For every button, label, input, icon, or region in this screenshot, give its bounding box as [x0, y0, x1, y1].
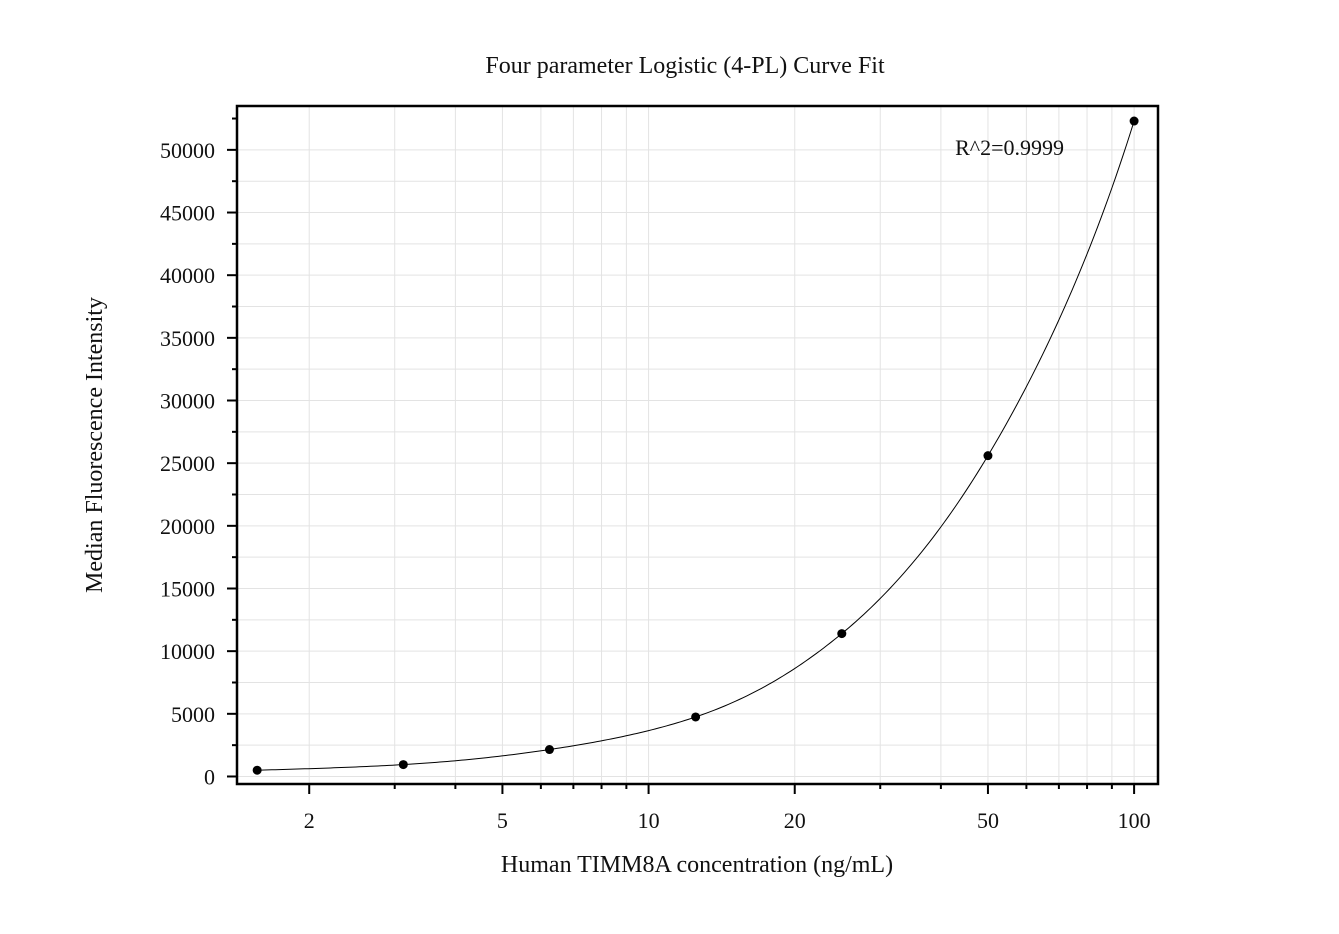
data-point [691, 712, 701, 722]
r-squared-annotation: R^2=0.9999 [955, 135, 1064, 160]
x-tick-label: 2 [304, 808, 315, 833]
x-axis: 2 5 10 20 50 100 [304, 784, 1151, 833]
plot-frame [235, 104, 1160, 786]
data-points [252, 116, 1139, 775]
y-tick-label: 10000 [160, 639, 215, 664]
x-tick-label: 20 [784, 808, 806, 833]
x-tick-label: 5 [497, 808, 508, 833]
data-point [252, 765, 262, 775]
fit-curve [257, 120, 1135, 771]
x-axis-label: Human TIMM8A concentration (ng/mL) [501, 852, 893, 878]
y-axis: 0 5000 10000 15000 20000 25000 30000 35000 40000… [160, 117, 237, 789]
data-point [837, 629, 847, 639]
data-point [398, 760, 408, 770]
x-tick-label: 10 [638, 808, 660, 833]
y-tick-label: 25000 [160, 451, 215, 476]
y-tick-label: 15000 [160, 576, 215, 601]
x-tick-label: 100 [1118, 808, 1151, 833]
y-tick-label: 45000 [160, 201, 215, 226]
y-tick-label: 40000 [160, 263, 215, 288]
x-tick-label: 50 [977, 808, 999, 833]
data-point [544, 745, 554, 755]
y-tick-label: 35000 [160, 326, 215, 351]
y-tick-label: 20000 [160, 514, 215, 539]
chart-title: Four parameter Logistic (4-PL) Curve Fit [485, 53, 885, 79]
y-tick-label: 50000 [160, 138, 215, 163]
y-tick-label: 5000 [171, 702, 215, 727]
data-point [1129, 116, 1139, 126]
grid-lines [237, 106, 1158, 784]
y-tick-label: 0 [204, 764, 215, 789]
y-axis-label: Median Fluorescence Intensity [82, 297, 108, 593]
y-tick-label: 30000 [160, 389, 215, 414]
data-point [983, 451, 993, 461]
